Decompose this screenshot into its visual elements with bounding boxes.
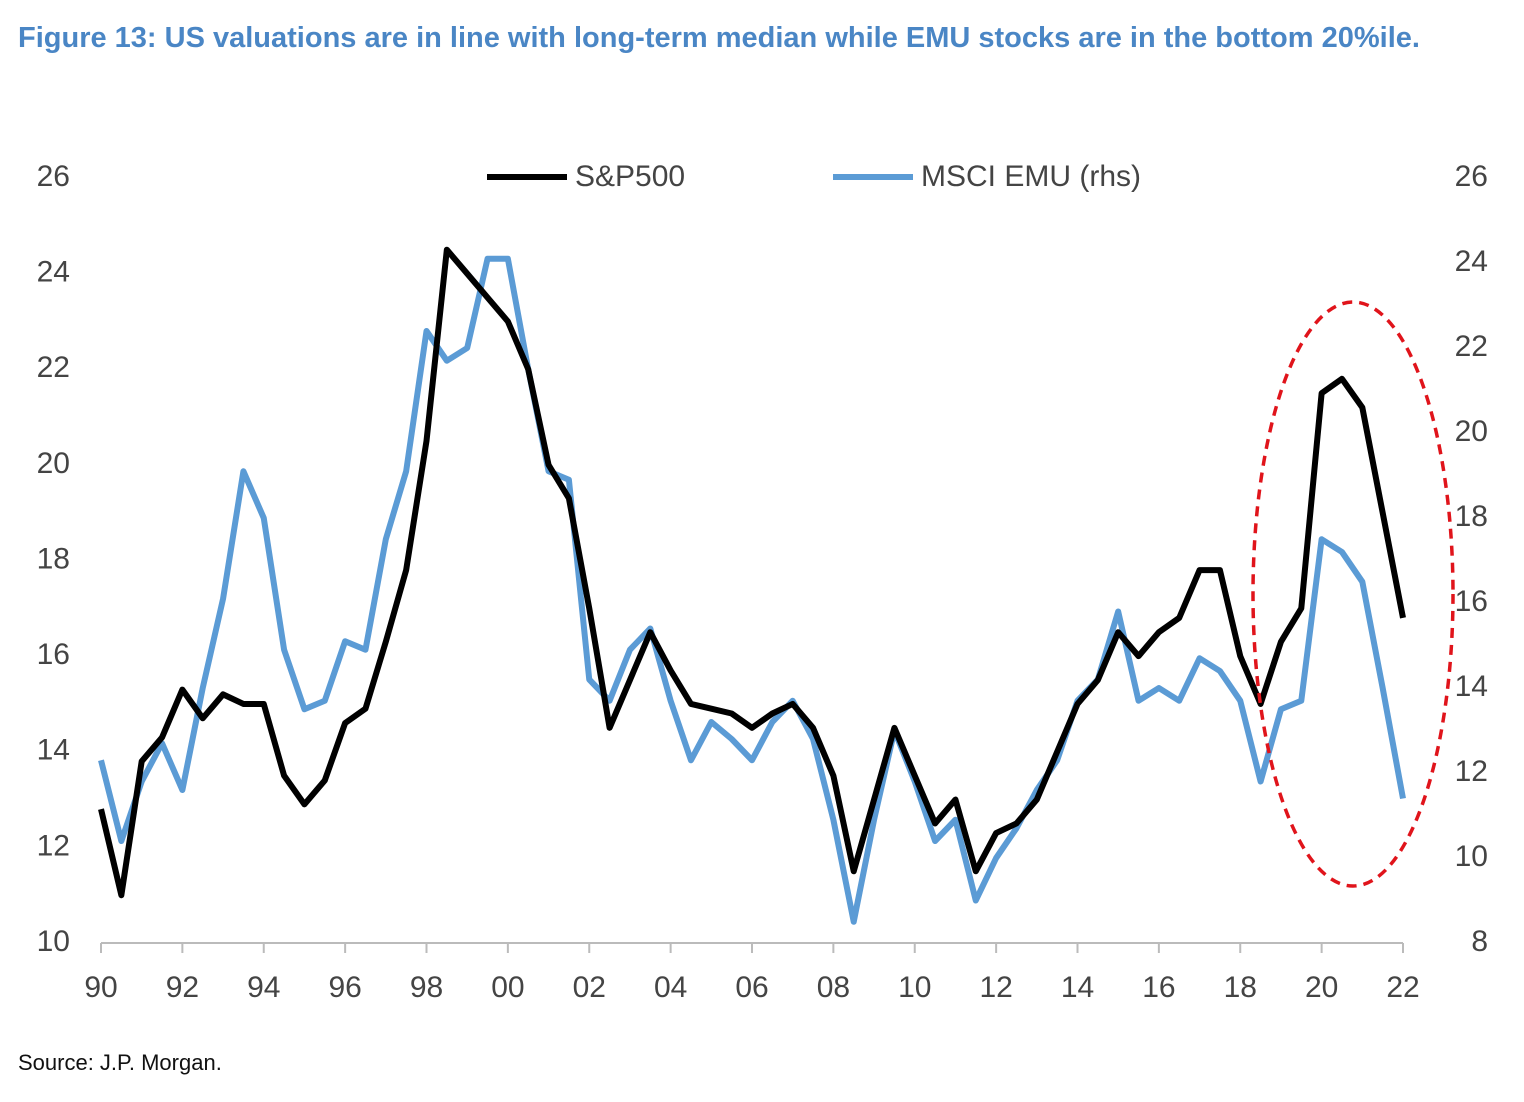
x-tick-label: 98 xyxy=(410,971,443,1004)
y-tick-label: 26 xyxy=(37,160,70,193)
y2-tick-label: 16 xyxy=(1455,585,1488,618)
y2-tick-label: 12 xyxy=(1455,755,1488,788)
x-tick-label: 08 xyxy=(817,971,850,1004)
y2-tick-label: 24 xyxy=(1455,245,1488,278)
y2-tick-label: 8 xyxy=(1471,925,1488,958)
x-tick-label: 92 xyxy=(166,971,199,1004)
y-tick-label: 16 xyxy=(37,638,70,671)
y2-tick-label: 14 xyxy=(1455,670,1488,703)
y2-tick-label: 26 xyxy=(1455,160,1488,193)
x-tick-label: 96 xyxy=(328,971,361,1004)
x-tick-label: 10 xyxy=(898,971,931,1004)
x-tick-label: 06 xyxy=(735,971,768,1004)
x-tick-label: 20 xyxy=(1305,971,1338,1004)
x-tick-label: 90 xyxy=(84,971,117,1004)
x-tick-label: 14 xyxy=(1061,971,1094,1004)
source-note: Source: J.P. Morgan. xyxy=(18,1050,222,1075)
x-tick-label: 02 xyxy=(573,971,606,1004)
legend-label: S&P500 xyxy=(575,160,685,193)
highlight-ellipse xyxy=(1251,300,1455,888)
y-tick-label: 24 xyxy=(37,256,70,289)
x-tick-label: 12 xyxy=(979,971,1012,1004)
x-tick-label: 16 xyxy=(1142,971,1175,1004)
y2-tick-label: 22 xyxy=(1455,330,1488,363)
y-tick-label: 12 xyxy=(37,829,70,862)
series-line xyxy=(98,255,1406,925)
x-tick-label: 04 xyxy=(654,971,687,1004)
y2-tick-label: 18 xyxy=(1455,500,1488,533)
x-tick-label: 00 xyxy=(491,971,524,1004)
x-tick-label: 22 xyxy=(1386,971,1419,1004)
x-tick-label: 18 xyxy=(1224,971,1257,1004)
y2-tick-label: 10 xyxy=(1455,840,1488,873)
x-tick-label: 94 xyxy=(247,971,280,1004)
y-tick-label: 22 xyxy=(37,351,70,384)
y-tick-label: 18 xyxy=(37,542,70,575)
legend-label: MSCI EMU (rhs) xyxy=(921,160,1141,193)
series-line xyxy=(98,246,1406,899)
y-tick-label: 10 xyxy=(37,925,70,958)
y2-tick-label: 20 xyxy=(1455,415,1488,448)
chart-title: Figure 13: US valuations are in line wit… xyxy=(18,22,1420,54)
y-tick-label: 14 xyxy=(37,734,70,767)
y-tick-label: 20 xyxy=(37,447,70,480)
